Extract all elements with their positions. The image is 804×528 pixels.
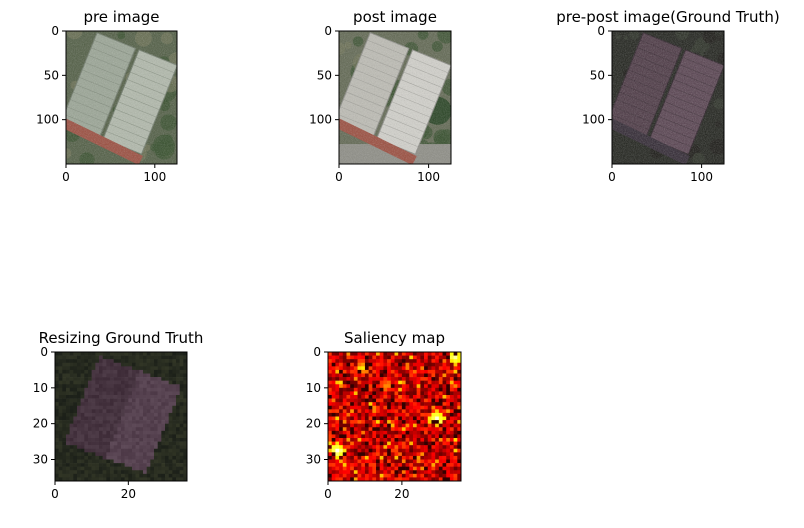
x-tick-label: 20	[121, 487, 136, 501]
y-tick-label: 0	[40, 345, 48, 359]
subplot-title: Saliency map	[344, 329, 445, 347]
axes-frame	[327, 351, 462, 482]
y-tick-label: 50	[317, 68, 332, 82]
y-tick-label: 0	[313, 345, 321, 359]
x-tick-label: 100	[143, 170, 166, 184]
x-tick-label: 0	[51, 487, 59, 501]
x-tick-label: 0	[324, 487, 332, 501]
y-tick-label: 100	[582, 113, 605, 127]
aerial-photo-post	[339, 31, 451, 164]
y-tick-label: 0	[51, 24, 59, 38]
x-tick-label: 0	[62, 170, 70, 184]
x-tick-label: 100	[417, 170, 440, 184]
x-tick-label: 0	[335, 170, 343, 184]
y-tick-label: 100	[36, 113, 59, 127]
y-tick-label: 10	[33, 381, 48, 395]
subplot-1: pre image 0 100 0 50 100	[36, 8, 178, 184]
subplot-title: Resizing Ground Truth	[39, 329, 204, 347]
subplot-title: pre-post image(Ground Truth)	[556, 8, 780, 26]
subplot-2: post image 0 100 0 50 100	[309, 8, 452, 184]
y-tick-label: 20	[33, 417, 48, 431]
y-tick-label: 0	[597, 24, 605, 38]
saliency-heatmap	[328, 352, 461, 481]
y-tick-label: 20	[306, 417, 321, 431]
y-tick-label: 0	[324, 24, 332, 38]
y-tick-label: 100	[309, 113, 332, 127]
axes-frame	[611, 30, 725, 165]
subplot-title: post image	[353, 8, 437, 26]
resized-difference-image	[55, 352, 187, 481]
axes-frame	[65, 30, 178, 165]
aerial-photo-pre	[66, 31, 177, 164]
axes-frame	[338, 30, 452, 165]
axes-frame	[54, 351, 188, 482]
y-tick-label: 10	[306, 381, 321, 395]
x-tick-label: 0	[608, 170, 616, 184]
x-tick-label: 20	[394, 487, 409, 501]
subplot-5: Saliency map 0 20 0 10 20 30	[306, 329, 462, 501]
subplot-title: pre image	[83, 8, 159, 26]
y-tick-label: 50	[590, 68, 605, 82]
x-tick-label: 100	[690, 170, 713, 184]
y-tick-label: 50	[44, 68, 59, 82]
y-tick-label: 30	[306, 453, 321, 467]
y-tick-label: 30	[33, 453, 48, 467]
difference-image	[612, 31, 724, 164]
